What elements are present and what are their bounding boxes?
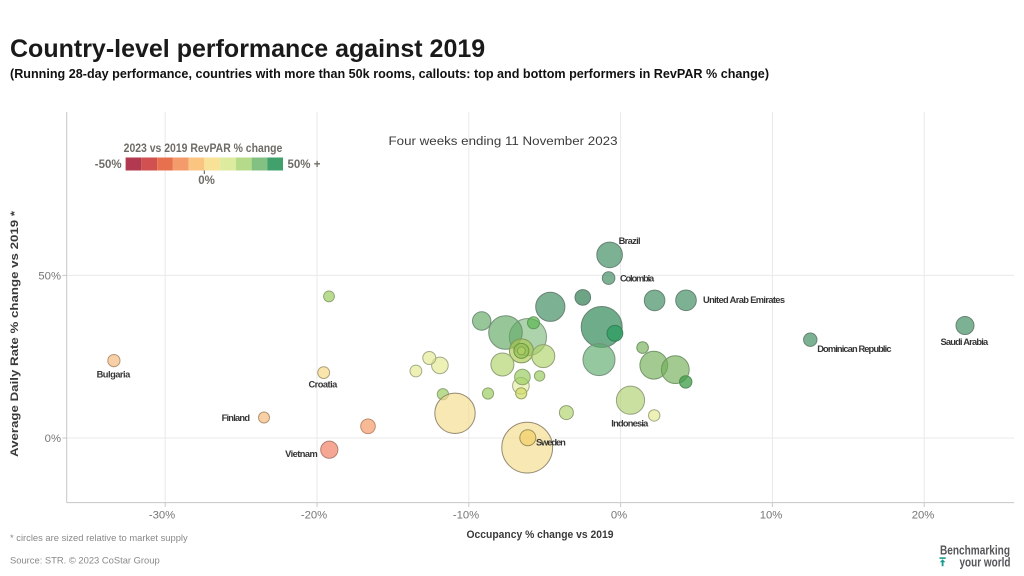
svg-text:United Arab Emirates: United Arab Emirates	[703, 295, 785, 305]
svg-text:Brazil: Brazil	[619, 236, 641, 246]
svg-text:your world: your world	[960, 554, 1011, 569]
svg-text:0%: 0%	[198, 175, 215, 187]
svg-text:Country-level performance agai: Country-level performance against 2019	[10, 35, 485, 63]
svg-text:Average Daily Rate % change vs: Average Daily Rate % change vs 2019 *	[9, 210, 21, 457]
svg-text:Occupancy % change vs 2019: Occupancy % change vs 2019	[467, 529, 614, 541]
svg-text:Finland: Finland	[222, 413, 251, 423]
svg-text:50%: 50%	[38, 271, 61, 283]
svg-text:20%: 20%	[912, 510, 935, 522]
svg-text:-20%: -20%	[301, 510, 327, 522]
svg-text:Bulgaria: Bulgaria	[97, 369, 132, 379]
svg-text:Indonesia: Indonesia	[611, 418, 649, 428]
svg-text:Colombia: Colombia	[620, 274, 655, 284]
svg-text:Croatia: Croatia	[309, 380, 339, 390]
svg-text:2023 vs 2019 RevPAR % change: 2023 vs 2019 RevPAR % change	[124, 143, 283, 155]
svg-text:Benchmarking: Benchmarking	[940, 543, 1010, 558]
svg-text:0%: 0%	[611, 510, 627, 522]
svg-text:Four weeks ending 11 November: Four weeks ending 11 November 2023	[389, 134, 618, 148]
svg-text:0%: 0%	[45, 433, 61, 445]
svg-text:Saudi Arabia: Saudi Arabia	[941, 337, 990, 347]
svg-text:-50%: -50%	[95, 159, 122, 171]
svg-text:-10%: -10%	[453, 510, 479, 522]
svg-text:Vietnam: Vietnam	[285, 449, 318, 459]
svg-text:(Running 28-day performance, c: (Running 28-day performance, countries w…	[10, 67, 769, 81]
svg-text:-30%: -30%	[149, 510, 175, 522]
svg-text:10%: 10%	[760, 510, 783, 522]
svg-text:50% +: 50% +	[288, 159, 321, 171]
svg-text:Source: STR. © 2023 CoStar Gro: Source: STR. © 2023 CoStar Group	[10, 555, 160, 566]
svg-text:* circles are sized relative t: * circles are sized relative to market s…	[10, 532, 188, 543]
svg-text:Sweden: Sweden	[536, 437, 566, 447]
svg-text:Dominican Republic: Dominican Republic	[817, 344, 891, 354]
